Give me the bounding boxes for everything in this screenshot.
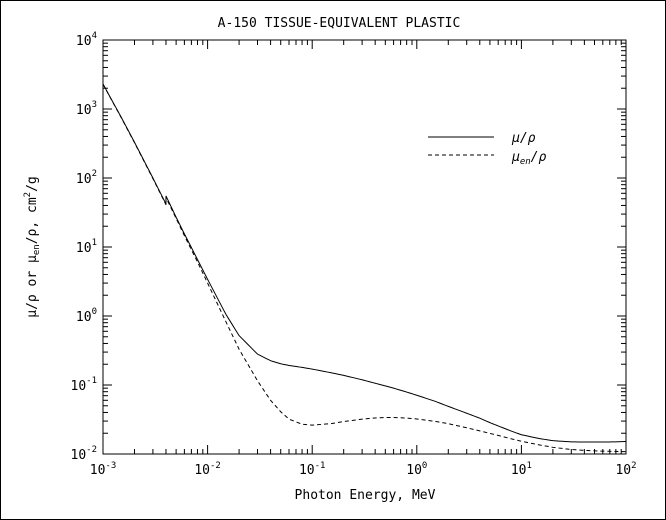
x-tick-label: 102 [615,461,636,478]
y-axis: 10-2 10-1 100 101 102 103 104 [71,31,626,463]
legend-label-mu-rho: μ/ρ [511,131,536,146]
x-tick-label: 10-3 [90,461,117,478]
y-label-comma: , [25,213,40,229]
y-label-slash-2: / [25,236,40,244]
x-axis-label: Photon Energy, MeV [295,488,436,503]
x-tick-label: 100 [406,461,427,478]
y-tick-label: 102 [76,169,97,187]
series-line-mu-rho [102,83,627,443]
y-tick-label: 10-1 [71,376,98,394]
y-label-rho-2: ρ [25,228,40,236]
y-label-mu-2: μ [25,255,40,263]
x-axis: 10-3 10-2 10-1 100 101 102 [90,40,637,478]
y-label-slash-1: / [25,302,40,310]
x-tick-label: 10-2 [194,461,221,478]
x-tick-label: 101 [511,461,532,478]
y-label-en-sub: en [32,244,42,255]
legend: μ/ρ μen/ρ [428,131,547,167]
y-label-mu-1: μ [25,310,40,318]
y-tick-label: 104 [76,31,97,49]
chart-title: A-150 TISSUE-EQUIVALENT PLASTIC [218,16,461,31]
y-tick-label: 10-2 [71,445,98,463]
series-line-mu-en-rho [102,83,627,453]
y-tick-label: 103 [76,100,97,118]
y-label-space-1 [25,286,40,294]
y-label-rho-1: ρ [25,294,40,302]
y-tick-label: 101 [76,238,97,256]
y-tick-label: 100 [76,307,97,325]
legend-label-mu-en-rho: μen/ρ [511,150,547,167]
y-label-units-base: cm [25,197,40,213]
y-axis-label: μ/ρ or μen/ρ, cm2/g [23,176,42,318]
y-label-units-tail: /g [25,176,40,192]
y-label-space-2 [25,263,40,271]
y-label-units-exp: 2 [23,192,33,197]
plot-area-border [102,39,627,455]
series-lines [102,83,627,453]
x-tick-label: 10-1 [299,461,326,478]
y-label-or: or [25,271,40,287]
svg-text:μ/ρ or μen/ρ, cm2/g: μ/ρ or μen/ρ, cm2/g [23,176,42,318]
